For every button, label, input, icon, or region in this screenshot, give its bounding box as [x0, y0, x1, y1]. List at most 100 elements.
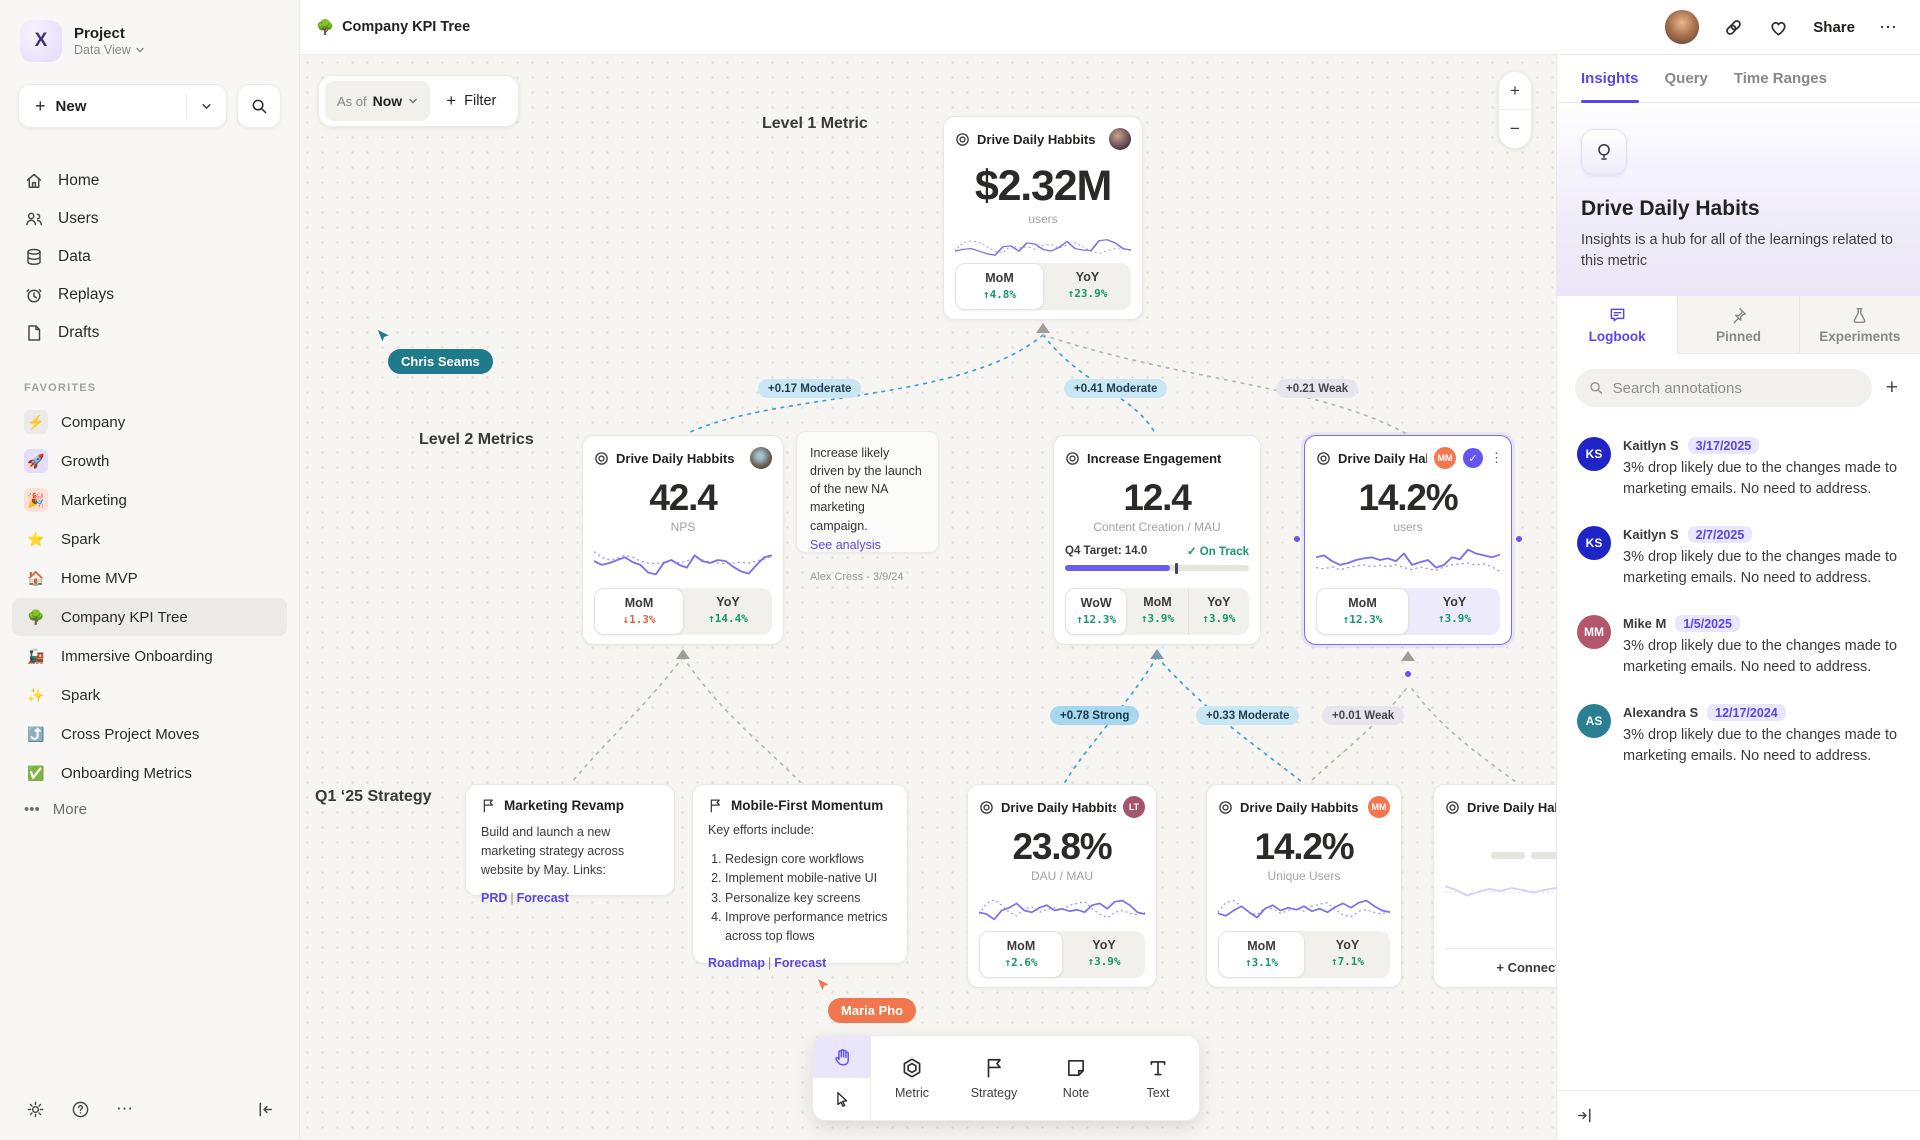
sidebar-item-onboarding-metrics[interactable]: ✅ Onboarding Metrics [12, 754, 287, 792]
sidebar-item-home-mvp[interactable]: 🏠 Home MVP [12, 559, 287, 597]
sidebar-item-growth[interactable]: 🚀 Growth [12, 442, 287, 480]
note-tool-button[interactable]: Note [1035, 1036, 1117, 1120]
stat-yoy[interactable]: YoY ↑23.9% [1067, 270, 1108, 300]
tab-time-ranges[interactable]: Time Ranges [1733, 70, 1827, 87]
stat-mom[interactable]: MoM ↑3.1% [1218, 931, 1305, 978]
selection-handle[interactable] [1514, 534, 1524, 544]
roadmap-link[interactable]: Roadmap [708, 955, 765, 970]
note-card[interactable]: Increase likely driven by the launch of … [796, 431, 939, 583]
canvas-toolbar: Metric Strategy Note Text [812, 1035, 1200, 1121]
collapse-panel-icon[interactable] [1575, 1106, 1902, 1125]
note-text: Increase likely driven by the launch of … [810, 446, 922, 533]
metric-card-title: Increase Engagement [1087, 450, 1222, 466]
tab-logbook[interactable]: Logbook [1557, 296, 1678, 355]
settings-gear-icon[interactable] [26, 1100, 45, 1119]
filter-button[interactable]: + Filter [430, 91, 512, 111]
strategy-card-mobile-first-momentum[interactable]: Mobile-First Momentum Key efforts includ… [692, 784, 908, 970]
add-annotation-button[interactable]: + [1885, 376, 1898, 400]
sidebar-item-company-kpi-tree[interactable]: 🌳 Company KPI Tree [12, 598, 287, 636]
annotation-item[interactable]: KS Kaitlyn S 2/7/2025 3% drop likely due … [1577, 526, 1900, 589]
avatar [750, 447, 772, 469]
stat-yoy[interactable]: YoY ↑14.4% [708, 595, 748, 625]
share-button[interactable]: Share [1813, 18, 1855, 36]
asof-selector[interactable]: As of Now [325, 81, 431, 121]
forecast-link[interactable]: Forecast [774, 955, 827, 970]
card-menu-button[interactable]: ⋮ [1490, 450, 1503, 466]
tab-insights[interactable]: Insights [1581, 55, 1639, 103]
stat-yoy[interactable]: YoY ↑7.1% [1330, 938, 1365, 968]
selection-handle[interactable] [1292, 534, 1302, 544]
metric-tool-button[interactable]: Metric [871, 1036, 953, 1120]
stat-yoy[interactable]: YoY ↑3.9% [1187, 588, 1249, 635]
sidebar-item-cross-project-moves[interactable]: ⤴️ Cross Project Moves [12, 715, 287, 753]
sidebar-item-marketing[interactable]: 🎉 Marketing [12, 481, 287, 519]
sidebar-item-company[interactable]: ⚡ Company [12, 403, 287, 441]
project-view-selector[interactable]: Data View [74, 43, 145, 57]
tree-icon: 🌳 [316, 19, 335, 36]
strategy-card-marketing-revamp[interactable]: Marketing Revamp Build and launch a new … [465, 784, 675, 905]
sidebar-search-button[interactable] [237, 84, 281, 128]
sidebar-item-spark-2[interactable]: ✨ Spark [12, 676, 287, 714]
zoom-out-button[interactable]: − [1510, 119, 1520, 138]
help-icon[interactable] [71, 1100, 90, 1119]
stat-mom[interactable]: MoM ↑3.9% [1140, 595, 1175, 625]
stat-mom[interactable]: MoM ↑4.8% [955, 263, 1044, 310]
prd-link[interactable]: PRD [481, 891, 508, 906]
select-tool-button[interactable] [813, 1078, 870, 1120]
metric-card-unique-users[interactable]: Drive Daily Habbits MM 14.2% Unique User… [1206, 784, 1402, 988]
kpi-tree-canvas[interactable]: As of Now + Filter + − Level 1 Metric Le… [300, 55, 1556, 1140]
project-switcher[interactable]: X Project Data View [0, 0, 299, 76]
search-input[interactable] [1612, 379, 1858, 397]
sidebar-item-users[interactable]: Users [12, 200, 287, 238]
connect-button[interactable]: + Connect [1445, 948, 1556, 978]
stat-yoy[interactable]: YoY ↑3.9% [1437, 595, 1472, 625]
metric-card-title: Drive Daily Habb.. [1338, 450, 1427, 466]
more-options-icon[interactable]: ⋯ [1879, 16, 1898, 37]
more-options-icon[interactable]: ⋯ [116, 1099, 134, 1118]
favorite-heart-icon[interactable] [1768, 17, 1789, 38]
metric-card-drive-daily-habbits-nps[interactable]: Drive Daily Habbits 42.4 NPS MoM ↓1.3% Yo… [582, 435, 784, 645]
selection-handle[interactable] [1403, 669, 1413, 679]
sidebar-item-replays[interactable]: Replays [12, 276, 287, 314]
metric-card-drive-daily-habbits-l1[interactable]: Drive Daily Habbits $2.32M users MoM ↑4.8… [943, 116, 1143, 320]
collapse-sidebar-icon[interactable] [256, 1100, 275, 1119]
metric-card-dau-mau[interactable]: Drive Daily Habbits LT 23.8% DAU / MAU M… [967, 784, 1157, 988]
text-tool-button[interactable]: Text [1117, 1036, 1199, 1120]
stat-mom[interactable]: MoM ↑2.6% [979, 931, 1063, 978]
sidebar-item-drafts[interactable]: Drafts [12, 314, 287, 352]
strategy-tool-button[interactable]: Strategy [953, 1036, 1035, 1120]
see-analysis-link[interactable]: See analysis [810, 537, 881, 552]
target-label: Q4 Target: 14.0 [1065, 545, 1148, 557]
sidebar-item-spark[interactable]: ⭐ Spark [12, 520, 287, 558]
hand-tool-button[interactable] [813, 1036, 870, 1078]
sidebar-more-button[interactable]: ••• More [0, 793, 299, 826]
stat-mom[interactable]: MoM ↓1.3% [594, 588, 684, 635]
metric-card-partial[interactable]: Drive Daily Hab + Connect [1433, 784, 1556, 988]
sidebar-item-home[interactable]: Home [12, 162, 287, 200]
new-dropdown-button[interactable] [187, 101, 226, 112]
drafts-icon [28, 325, 41, 341]
stat-wow[interactable]: WoW ↑12.3% [1065, 588, 1128, 635]
sidebar-item-data[interactable]: Data [12, 238, 287, 276]
new-button[interactable]: + New [18, 84, 227, 128]
annotation-item[interactable]: MM Mike M 1/5/2025 3% drop likely due to … [1577, 615, 1900, 678]
annotation-search-input[interactable] [1575, 369, 1872, 408]
sidebar-item-immersive-onboarding[interactable]: 🚂 Immersive Onboarding [12, 637, 287, 675]
metric-card-drive-daily-habbits-selected[interactable]: Drive Daily Habb.. MM ✓ ⋮ 14.2% users Mo… [1304, 435, 1512, 645]
tab-experiments[interactable]: Experiments [1798, 296, 1920, 355]
stat-yoy[interactable]: YoY ↑3.9% [1087, 938, 1121, 968]
zoom-in-button[interactable]: + [1498, 72, 1532, 110]
tab-query[interactable]: Query [1664, 70, 1708, 87]
tab-pinned[interactable]: Pinned [1677, 296, 1799, 355]
stat-mom[interactable]: MoM ↑12.3% [1316, 588, 1409, 635]
avatar[interactable] [1665, 10, 1700, 44]
favorites-heading: FAVORITES [24, 382, 97, 394]
skeleton-placeholder [1445, 852, 1556, 859]
progress-fill [1065, 565, 1170, 571]
copy-link-icon[interactable] [1723, 17, 1744, 38]
metric-value: 12.4 [1123, 477, 1191, 518]
annotation-item[interactable]: KS Kaitlyn S 3/17/2025 3% drop likely due… [1577, 437, 1900, 500]
annotation-item[interactable]: AS Alexandra S 12/17/2024 3% drop likely … [1577, 704, 1900, 767]
metric-card-increase-engagement[interactable]: Increase Engagement 12.4 Content Creatio… [1053, 435, 1261, 645]
forecast-link[interactable]: Forecast [516, 891, 569, 906]
